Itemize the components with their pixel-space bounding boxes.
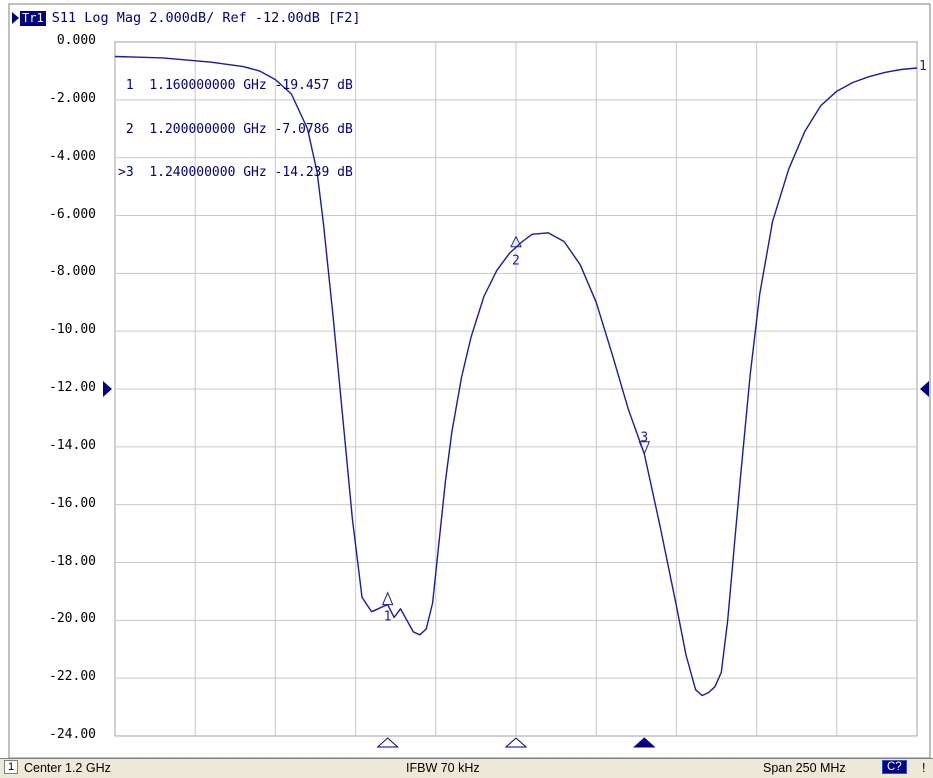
trace-header[interactable]: Tr1 S11 Log Mag 2.000dB/ Ref -12.00dB [F… — [12, 8, 361, 28]
active-trace-arrow-icon — [12, 12, 19, 24]
marker-id: 3 — [125, 165, 134, 180]
marker-position-icon — [504, 737, 528, 748]
marker-frequency: 1.200000000 GHz — [149, 121, 267, 137]
status-bar: 1 Center 1.2 GHz IFBW 70 kHz Span 250 MH… — [0, 758, 933, 778]
marker-triangle — [510, 235, 522, 248]
marker-label: 2 — [512, 254, 520, 269]
marker-label: 1 — [384, 610, 392, 625]
span[interactable]: Span 250 MHz — [763, 761, 846, 775]
trace-info[interactable]: S11 Log Mag 2.000dB/ Ref -12.00dB [F2] — [51, 10, 361, 26]
marker-frequency: 1.160000000 GHz — [149, 78, 267, 93]
y-tick-label: -20.00 — [49, 611, 96, 627]
reference-level-right-icon — [920, 381, 929, 397]
window-frame — [8, 3, 931, 758]
ifbw[interactable]: IFBW 70 kHz — [406, 761, 480, 775]
y-tick-label: -4.000 — [49, 148, 96, 164]
y-tick-label: -18.00 — [49, 553, 96, 569]
y-tick-label: -6.000 — [49, 206, 96, 222]
y-tick-label: -14.00 — [49, 437, 96, 453]
trace-line — [114, 55, 918, 697]
marker-row[interactable]: 2 1.200000000 GHz -7.0786 dB — [118, 121, 353, 138]
marker-position-icon — [376, 737, 399, 748]
y-tick-label: -8.000 — [49, 264, 96, 280]
marker-label: 3 — [640, 431, 648, 446]
marker-table: 1 1.160000000 GHz -19.457 dB 2 1.2000000… — [118, 50, 353, 210]
marker-id: 2 — [125, 121, 134, 137]
marker-value: -14.239 dB — [274, 165, 353, 180]
marker-triangle — [381, 591, 394, 606]
y-tick-label: -24.00 — [49, 727, 96, 742]
trace-end-label: 1 — [919, 59, 927, 74]
y-tick-label: -10.00 — [49, 322, 96, 338]
warning-flag: ! — [922, 761, 926, 775]
marker-value: -19.457 dB — [274, 78, 353, 93]
marker-id: 1 — [125, 78, 134, 93]
y-tick-label: -22.00 — [49, 669, 96, 685]
plot-area: 1 1 2 3 — [8, 3, 931, 758]
marker-row[interactable]: 1 1.160000000 GHz -19.457 dB — [118, 78, 353, 94]
marker-position-icon — [633, 737, 656, 748]
marker-value: -7.0786 dB — [274, 121, 353, 137]
marker-frequency: 1.240000000 GHz — [149, 165, 267, 180]
marker-row[interactable]: >3 1.240000000 GHz -14.239 dB — [118, 165, 353, 181]
channel-number[interactable]: 1 — [4, 760, 19, 774]
y-tick-label: -12.00 — [49, 380, 96, 395]
y-tick-label: -2.000 — [49, 90, 96, 106]
trace-tag[interactable]: Tr1 — [20, 10, 46, 26]
calibration-badge[interactable]: C? — [882, 760, 907, 774]
y-tick-label: 0.000 — [56, 33, 96, 48]
marker-triangle — [638, 441, 651, 456]
center-frequency[interactable]: Center 1.2 GHz — [24, 761, 111, 775]
y-tick-label: -16.00 — [49, 495, 96, 511]
reference-level-left-icon — [103, 381, 112, 397]
marker-active-flag: > — [118, 165, 126, 180]
